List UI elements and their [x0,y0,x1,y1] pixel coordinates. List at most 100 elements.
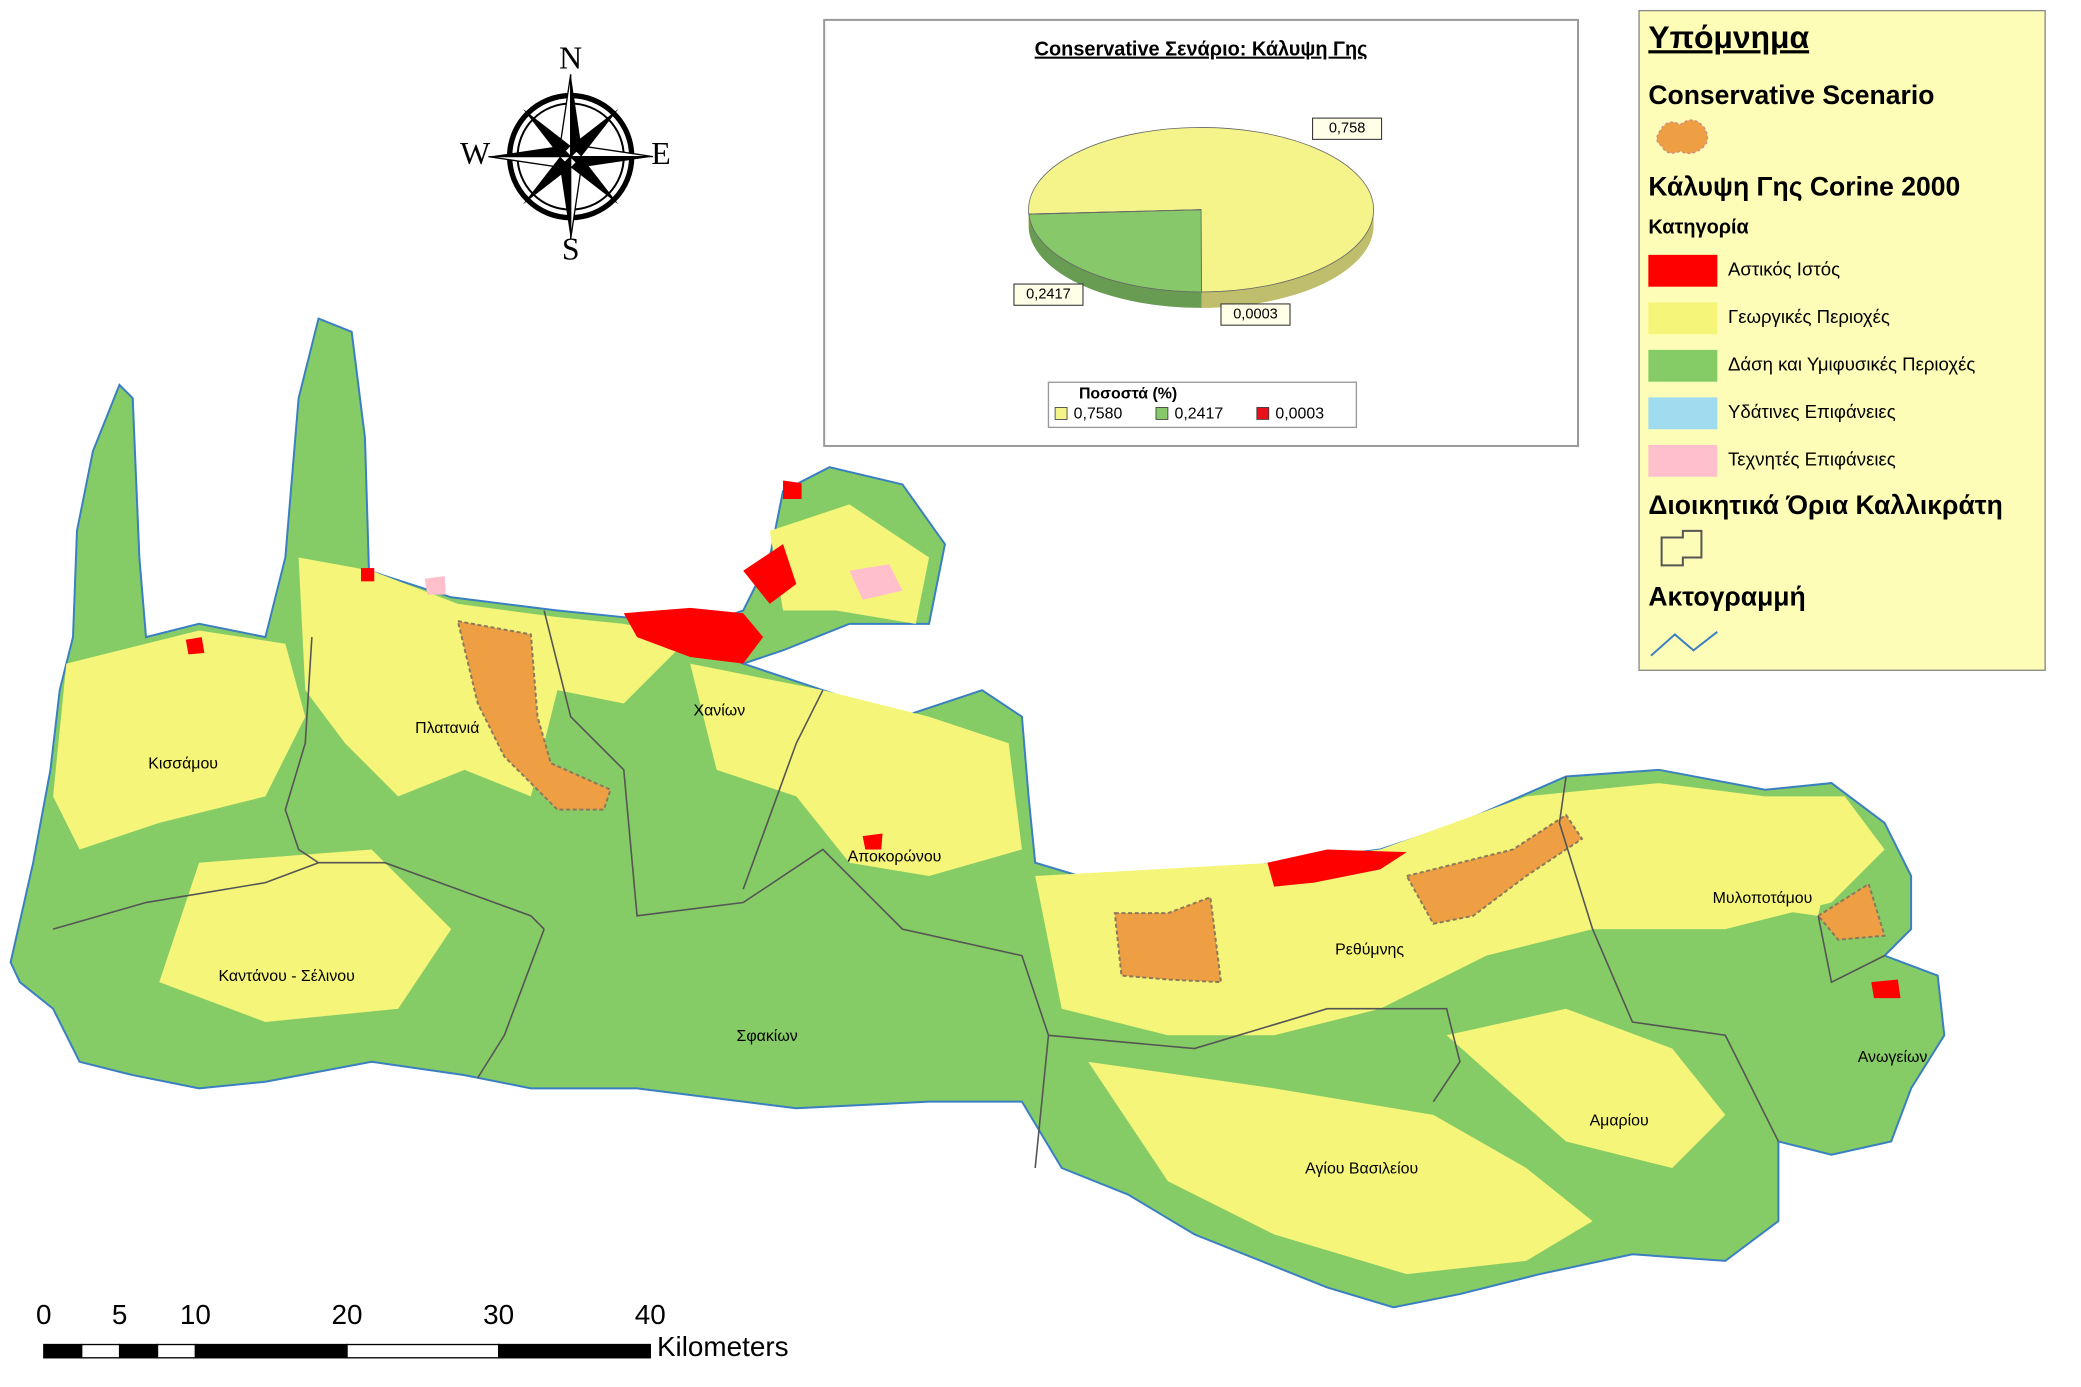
agri-patch [1446,1008,1726,1168]
legend-label: Δάση και Υμιφυσικές Περιοχές [1728,354,1975,375]
compass-point [570,156,619,205]
legend-label: Αστικός Ιστός [1728,259,1840,280]
chart-legend-frame [1047,381,1358,429]
value-label-box [1312,117,1383,140]
scale-segment [156,1343,197,1359]
scenario-area [1113,895,1223,984]
chart-legend-swatch [1054,407,1068,420]
agri-patch [53,630,306,850]
urban-patch [623,607,764,664]
scenario-swatch [1656,119,1709,155]
municipality-label: Χανίων [693,703,745,720]
admin-boundary [742,689,824,890]
scale-segment [498,1343,651,1359]
municipality-label: Καντάνου - Σέλινου [218,968,354,985]
scale-segment [118,1343,159,1359]
compass-point [522,108,571,157]
coast-swatch [1650,630,1718,657]
scale-segment [81,1343,121,1359]
municipality-label: Αγίου Βασιλείου [1305,1161,1418,1178]
admin-boundary [284,637,545,930]
scale-unit: Kilometers [657,1331,789,1362]
chart-legend-title: Ποσοστά (%) [1079,385,1177,402]
admin-boundaries [52,610,1885,1169]
admin-boundary [1817,915,1885,984]
legend-swatch [1648,349,1718,382]
legend-swatch [1648,397,1718,430]
municipality-label: Ανωγείων [1858,1049,1928,1066]
agri-patch [769,504,930,624]
legend-label: Τεχνητές Επιφάνειες [1728,449,1896,470]
urban-patch [1871,979,1901,999]
agri-patch [690,663,1022,876]
compass-point [570,156,653,168]
scale-segment [43,1343,83,1359]
compass-label: N [559,40,582,75]
admin-boundary [52,861,319,930]
value-label: 0,758 [1329,121,1365,137]
compass-point [522,156,571,205]
scale-tick-label: 30 [483,1299,514,1330]
municipality-label: Σφακίων [737,1028,798,1045]
artificial-surfaces [424,564,903,600]
legend-title: Υπόμνημα [1648,19,1809,55]
chart-legend-swatch [1155,407,1169,420]
scale-segment [346,1343,500,1359]
agri-patch [1088,1061,1593,1275]
legend-heading: Conservative Scenario [1648,80,1934,110]
municipality-label: Ρεθύμνης [1335,942,1404,959]
scenario-areas [456,619,1886,984]
scale-tick-label: 5 [112,1299,127,1330]
urban-patch [185,637,205,655]
artificial-patch [424,576,446,595]
compass-label: W [460,136,490,171]
scale-tick-label: 0 [36,1299,51,1330]
agri-patch [1645,796,1832,916]
pie-slice [1028,209,1202,215]
urban-patch [862,833,883,850]
compass-label: S [562,231,580,266]
legend-frame [1638,9,2046,671]
pie-slice [1028,209,1202,293]
legend-heading: Ακτογραμμή [1648,582,1805,612]
admin-boundary [543,610,1050,1169]
municipality-label: Πλατανιά [415,720,479,737]
municipality-label: Κισσάμου [148,756,218,773]
urban-fabric [185,480,1901,999]
compass-rose [488,74,654,240]
legend-swatch [1648,302,1718,335]
scenario-area [1816,882,1886,941]
value-label-box [1220,303,1291,326]
admin-boundary [477,928,545,1079]
municipality-label: Μυλοποτάμου [1713,890,1813,907]
compass-point [488,146,571,157]
legend-subheading: Κατηγορία [1648,217,1749,239]
scale-tick-label: 10 [180,1299,211,1330]
compass-point [560,156,571,239]
urban-patch [1267,849,1407,887]
value-label: 0,0003 [1233,306,1278,322]
chart-legend-label: 0,2417 [1175,405,1224,422]
admin-swatch [1660,529,1703,567]
legend-label: Γεωργικές Περιοχές [1728,306,1890,327]
artificial-patch [849,564,903,600]
scenario-area [456,619,612,811]
chart-legend-swatch [1256,407,1270,420]
scale-segment [194,1343,348,1359]
urban-patch [783,480,802,500]
legend-swatch [1648,254,1718,287]
compass-label: E [651,136,670,171]
scale-tick-label: 40 [635,1299,666,1330]
agri-patch [159,849,452,1022]
admin-boundary [1558,776,1780,1142]
compass-point [570,108,619,157]
municipality-label: Αποκορώνου [848,849,942,866]
compass-point [569,145,654,158]
legend-heading: Διοικητικά Όρια Καλλικράτη [1648,490,2002,520]
chart-title: Conservative Σενάριο: Κάλυψη Γης [1035,39,1368,61]
value-label-box [1013,283,1084,306]
urban-patch [743,544,797,604]
chart-legend-label: 0,0003 [1275,405,1324,422]
